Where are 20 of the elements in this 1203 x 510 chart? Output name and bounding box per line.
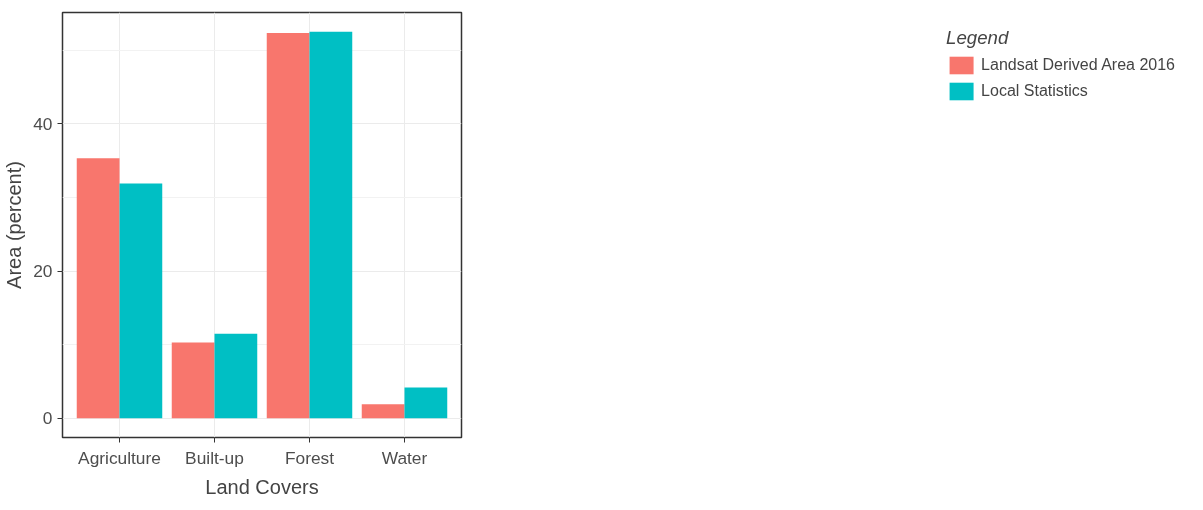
legend-label: Landsat Derived Area 2016 — [981, 56, 1175, 74]
bar — [76, 158, 120, 419]
legend-title: Legend — [946, 27, 1010, 49]
y-tick-label: 20 — [33, 261, 53, 282]
x-tick-label: Forest — [284, 447, 335, 468]
bar — [309, 31, 353, 419]
bar — [266, 33, 310, 419]
bar — [361, 404, 405, 419]
bar — [171, 342, 215, 419]
x-tick-label: Agriculture — [78, 447, 161, 468]
x-tick-label: Water — [381, 447, 428, 468]
y-tick-label: 40 — [33, 113, 53, 134]
legend-label: Local Statistics — [981, 82, 1088, 100]
y-axis-title: Area (percent) — [3, 161, 26, 289]
x-axis-title: Land Covers — [205, 475, 319, 498]
x-tick-label: Built-up — [185, 447, 244, 468]
bar — [404, 387, 448, 419]
bar — [214, 333, 258, 419]
y-tick-label: 0 — [42, 408, 53, 429]
bar — [119, 183, 163, 419]
